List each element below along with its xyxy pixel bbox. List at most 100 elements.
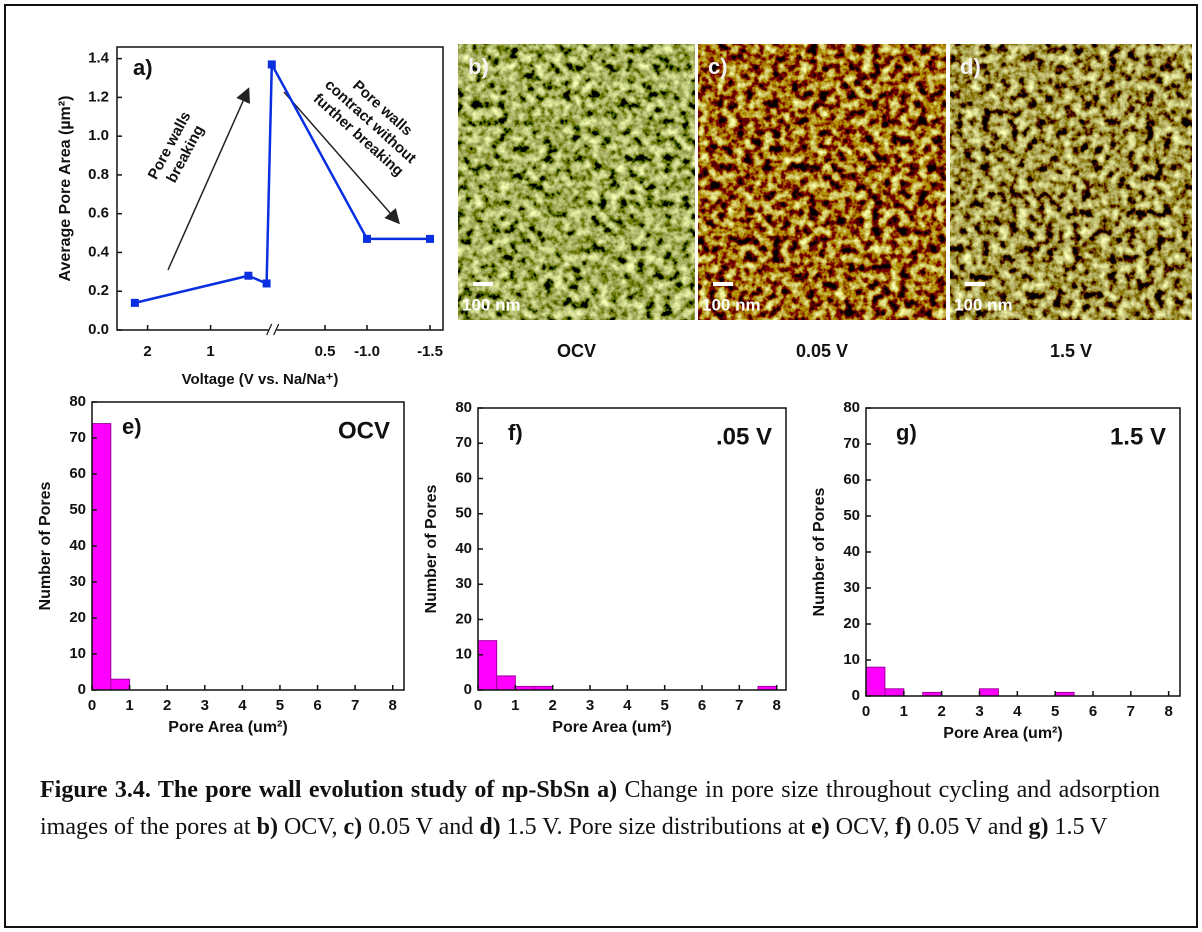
x-tick-label: 8 xyxy=(1164,703,1172,720)
y-axis-label: Number of Pores xyxy=(423,484,440,613)
y-tick-label: 70 xyxy=(843,435,860,452)
y-tick-label: 50 xyxy=(455,505,472,522)
y-tick-label: 1.4 xyxy=(88,50,110,67)
x-tick-label: 7 xyxy=(1127,703,1135,720)
y-tick-label: 40 xyxy=(69,537,86,554)
x-tick-label: 2 xyxy=(143,343,151,360)
x-tick-label: -1.5 xyxy=(417,343,443,360)
x-axis-label: Pore Area (um²) xyxy=(552,719,671,736)
image-panel-label: b) xyxy=(468,54,489,79)
scale-bar-label: 100 nm xyxy=(702,295,761,314)
y-axis-label: Number of Pores xyxy=(37,481,54,610)
x-axis-label: Pore Area (um²) xyxy=(168,719,287,736)
data-point xyxy=(426,234,434,243)
plot-frame xyxy=(116,46,444,331)
y-tick-label: 10 xyxy=(69,645,86,662)
axis-break-gap xyxy=(268,325,277,335)
scale-bar-label: 100 nm xyxy=(954,295,1013,314)
y-tick-label: 20 xyxy=(843,615,860,632)
micrograph xyxy=(698,44,946,320)
image-caption: OCV xyxy=(557,341,596,361)
y-tick-label: 0.2 xyxy=(88,282,109,299)
chart-title: OCV xyxy=(338,417,390,444)
caption-text: OCV, xyxy=(277,814,344,840)
x-tick-label: 8 xyxy=(389,697,397,714)
histogram-bar xyxy=(865,666,886,697)
caption-text: 0.05 V and xyxy=(362,814,480,840)
data-point xyxy=(244,271,253,280)
x-tick-label: 3 xyxy=(586,697,594,714)
y-tick-label: 70 xyxy=(69,429,86,446)
x-tick-label: 6 xyxy=(698,697,706,714)
y-tick-label: 40 xyxy=(843,543,860,560)
y-tick-label: 50 xyxy=(69,501,86,518)
x-tick-label: 7 xyxy=(735,697,743,714)
image-caption: 0.05 V xyxy=(796,341,848,361)
data-line xyxy=(134,59,430,305)
y-tick-label: 50 xyxy=(843,507,860,524)
x-tick-label: 0 xyxy=(88,697,96,714)
data-point xyxy=(267,60,276,69)
x-tick-label: 0.5 xyxy=(315,343,336,360)
caption-bold: Figure 3.4. The pore wall evolution stud… xyxy=(40,777,618,803)
y-tick-label: 80 xyxy=(69,393,86,410)
y-axis-label: Average Pore Area (µm²) xyxy=(57,96,74,282)
figure-caption: Figure 3.4. The pore wall evolution stud… xyxy=(40,772,1160,846)
y-tick-label: 60 xyxy=(455,469,472,486)
y-tick-label: 0.6 xyxy=(88,205,109,222)
panel-label: f) xyxy=(508,420,523,445)
chart-title: 1.5 V xyxy=(1110,423,1166,450)
image-caption: 1.5 V xyxy=(1050,341,1092,361)
data-point xyxy=(363,234,371,243)
x-axis-label: Pore Area (um²) xyxy=(943,725,1062,742)
y-axis-label: Number of Pores xyxy=(811,487,828,616)
micrograph xyxy=(950,44,1192,320)
y-tick-label: 10 xyxy=(843,651,860,668)
y-tick-label: 1.0 xyxy=(88,127,109,144)
caption-text: Change in pore size throughout cycling a… xyxy=(40,777,1160,840)
x-axis-label: Voltage (V vs. Na/Na⁺) xyxy=(182,371,339,388)
y-tick-label: 10 xyxy=(455,646,472,663)
y-tick-label: 60 xyxy=(843,471,860,488)
scale-bar-label: 100 nm xyxy=(462,295,521,314)
y-tick-label: 30 xyxy=(843,579,860,596)
x-tick-label: 6 xyxy=(1089,703,1097,720)
y-tick-label: 80 xyxy=(455,399,472,416)
x-tick-label: 2 xyxy=(548,697,556,714)
histogram-bar xyxy=(110,678,131,691)
histogram-bar xyxy=(91,423,112,691)
y-tick-label: 20 xyxy=(69,609,86,626)
data-point xyxy=(262,279,271,288)
image-panel-label: c) xyxy=(708,54,728,79)
x-tick-label: 5 xyxy=(660,697,668,714)
histogram-bar xyxy=(477,640,498,691)
caption-bold: d) xyxy=(479,814,501,840)
plot-frame xyxy=(865,407,1181,697)
x-tick-label: 2 xyxy=(937,703,945,720)
plot-frame xyxy=(91,401,405,691)
x-tick-label: 5 xyxy=(1051,703,1059,720)
x-tick-label: 3 xyxy=(975,703,983,720)
x-tick-label: 1 xyxy=(900,703,908,720)
x-tick-label: 3 xyxy=(201,697,209,714)
y-tick-label: 0.8 xyxy=(88,166,109,183)
x-tick-label: 5 xyxy=(276,697,284,714)
histogram-bar xyxy=(978,688,999,697)
caption-text: OCV, xyxy=(829,814,896,840)
x-tick-label: 8 xyxy=(772,697,780,714)
caption-text: 1.5 V xyxy=(1048,814,1108,840)
x-tick-label: 0 xyxy=(474,697,482,714)
y-tick-label: 0 xyxy=(852,687,860,704)
y-tick-label: 0.0 xyxy=(88,321,109,338)
caption-bold: e) xyxy=(811,814,830,840)
image-panel-label: d) xyxy=(960,54,981,79)
x-tick-label: 4 xyxy=(623,697,632,714)
y-tick-label: 0 xyxy=(464,681,472,698)
y-tick-label: 40 xyxy=(455,540,472,557)
y-tick-label: 0 xyxy=(78,681,86,698)
caption-bold: b) xyxy=(256,814,278,840)
y-tick-label: 70 xyxy=(455,434,472,451)
